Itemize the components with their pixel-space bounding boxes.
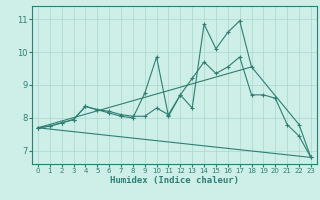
- X-axis label: Humidex (Indice chaleur): Humidex (Indice chaleur): [110, 176, 239, 185]
